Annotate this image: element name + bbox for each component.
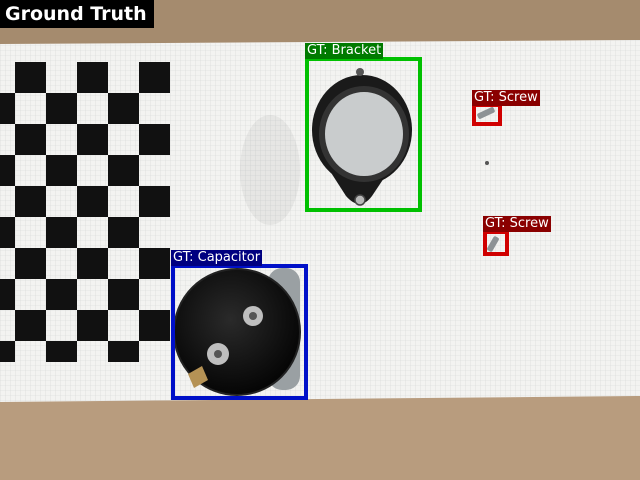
screw-bounding-box-1 <box>472 103 502 126</box>
checkerboard <box>0 62 170 362</box>
screw-bounding-box-2 <box>483 230 509 256</box>
title-badge: Ground Truth <box>0 0 154 28</box>
bracket-object <box>312 68 412 206</box>
screw-label-2: GT: Screw <box>483 216 551 232</box>
screw-object-2 <box>487 236 499 252</box>
bracket-bounding-box <box>305 57 422 212</box>
capacitor-bounding-box <box>171 264 308 400</box>
capacitor-object <box>173 268 301 396</box>
small-dot <box>485 161 489 165</box>
screw-object-1 <box>477 107 495 119</box>
capacitor-label: GT: Capacitor <box>171 250 263 266</box>
screw-label-1: GT: Screw <box>472 90 540 106</box>
bracket-label: GT: Bracket <box>305 43 384 59</box>
